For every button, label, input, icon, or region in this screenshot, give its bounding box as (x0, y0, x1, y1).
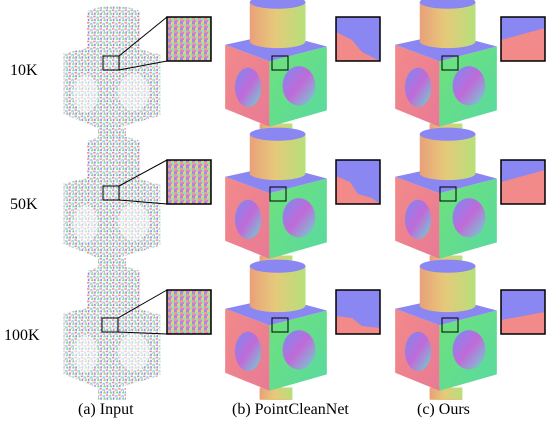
zoom-inset-pcn-100k (335, 289, 381, 335)
row-label-50k: 50K (10, 196, 38, 213)
row-label-10k: 10K (10, 62, 38, 79)
input-cloud-50k (63, 136, 161, 271)
figure-canvas (63, 0, 546, 400)
column-label-pointcleannet: (b) PointCleanNet (232, 401, 349, 418)
zoom-inset-ours-10k (500, 16, 546, 62)
zoom-inset-ours-50k (500, 159, 546, 205)
selection-box-ours-50k (439, 186, 457, 202)
zoom-inset-input-10k (166, 16, 212, 62)
selection-box-pcn-50k (269, 186, 287, 202)
zoom-inset-input-100k (166, 289, 212, 335)
selection-box-input-50k (102, 185, 120, 201)
column-label-ours: (c) Ours (417, 401, 470, 418)
zoom-inset-ours-100k (500, 289, 546, 335)
pointcleannet-result-50k (225, 127, 327, 272)
pointcleannet-result-100k (225, 259, 327, 400)
column-label-input: (a) Input (78, 401, 134, 418)
selection-box-input-100k (101, 317, 119, 333)
zoom-inset-pcn-10k (335, 16, 381, 62)
zoom-inset-input-50k (166, 159, 212, 205)
zoom-inset-pcn-50k (335, 159, 381, 205)
selection-box-ours-10k (441, 55, 459, 71)
selection-box-pcn-100k (271, 317, 289, 333)
selection-box-ours-100k (441, 317, 459, 333)
selection-box-input-10k (102, 55, 120, 71)
ours-result-100k (395, 259, 497, 400)
input-cloud-10k (63, 6, 161, 141)
selection-box-pcn-10k (271, 55, 289, 71)
ours-result-50k (395, 127, 497, 272)
row-label-100k: 100K (4, 327, 40, 344)
